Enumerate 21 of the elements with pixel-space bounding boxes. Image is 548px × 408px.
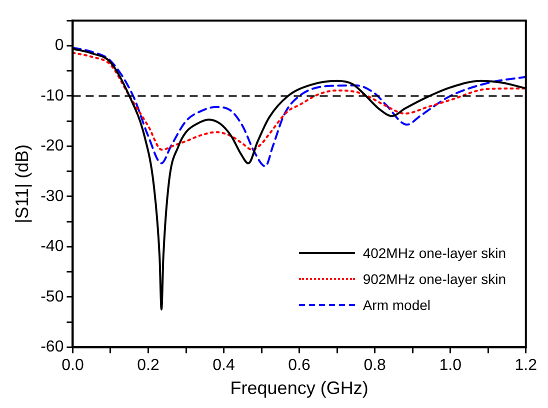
y-tick-label: -60 <box>40 338 64 356</box>
x-tick-label: 0.2 <box>137 357 160 374</box>
y-tick-label: -30 <box>40 188 64 205</box>
x-axis-title: Frequency (GHz) <box>230 378 368 398</box>
legend-label: Arm model <box>362 297 431 313</box>
y-tick-label: -50 <box>40 288 64 306</box>
y-tick-label: -20 <box>40 138 64 155</box>
y-axis-title: |S11| (dB) <box>12 144 32 224</box>
x-tick-label: 1.2 <box>514 357 538 374</box>
legend-label: 902MHz one-layer skin <box>362 271 506 287</box>
legend-label: 402MHz one-layer skin <box>362 245 506 261</box>
x-tick-label: 0.6 <box>288 357 311 374</box>
y-tick-label: -40 <box>40 238 64 256</box>
y-tick-label: 0 <box>54 37 64 54</box>
y-tick-label: -10 <box>40 87 64 104</box>
line-series <box>72 46 526 168</box>
x-tick-label: 0.8 <box>364 357 386 374</box>
x-tick-label: 0.0 <box>62 357 84 374</box>
x-tick-label: 1.0 <box>439 357 462 374</box>
x-tick-label: 0.4 <box>212 357 235 374</box>
line-series <box>72 52 526 151</box>
